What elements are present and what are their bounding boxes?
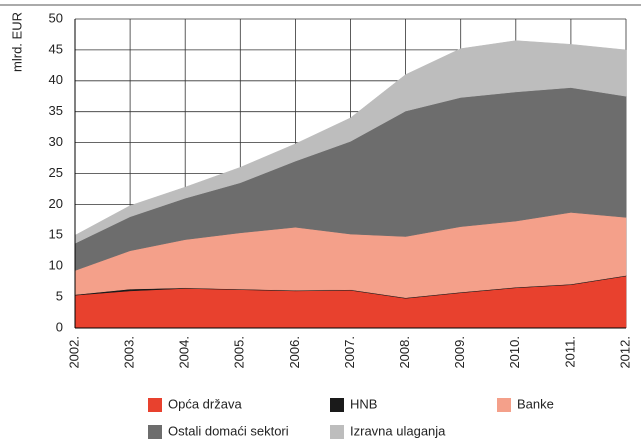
y-tick-label: 0 — [56, 319, 63, 334]
y-tick-label: 30 — [49, 134, 63, 149]
y-tick-label: 5 — [56, 289, 63, 304]
area — [74, 40, 627, 244]
legend-swatch — [330, 398, 344, 412]
y-tick-label: 50 — [49, 10, 63, 25]
x-tick-label: 2010. — [507, 336, 522, 369]
x-tick-label: 2012. — [617, 336, 632, 369]
legend-swatch — [330, 425, 344, 439]
y-tick-label: 25 — [49, 165, 63, 180]
y-tick-label: 40 — [49, 72, 63, 87]
y-tick-label: 20 — [49, 196, 63, 211]
legend-label: HNB — [350, 396, 377, 411]
legend-swatch — [148, 398, 162, 412]
legend-swatch — [148, 425, 162, 439]
legend-label: Izravna ulaganja — [350, 423, 446, 438]
x-tick-label: 2007. — [342, 336, 357, 369]
legend-label: Ostali domaći sektori — [168, 423, 289, 438]
y-tick-label: 35 — [49, 103, 63, 118]
x-tick-label: 2002. — [66, 336, 81, 369]
y-tick-label: 15 — [49, 227, 63, 242]
y-tick-label: 45 — [49, 41, 63, 56]
x-tick-label: 2011. — [562, 336, 577, 368]
x-tick-label: 2005. — [232, 336, 247, 369]
x-tick-label: 2008. — [397, 336, 412, 369]
x-tick-label: 2004. — [177, 336, 192, 369]
legend-swatch — [497, 398, 511, 412]
x-tick-label: 2003. — [122, 336, 137, 369]
legend-label: Banke — [517, 396, 554, 411]
x-tick-label: 2006. — [287, 336, 302, 369]
legend-label: Opća država — [168, 396, 242, 411]
y-axis-label: mlrd. EUR — [9, 12, 24, 72]
x-tick-label: 2009. — [452, 336, 467, 369]
y-tick-label: 10 — [49, 258, 63, 273]
